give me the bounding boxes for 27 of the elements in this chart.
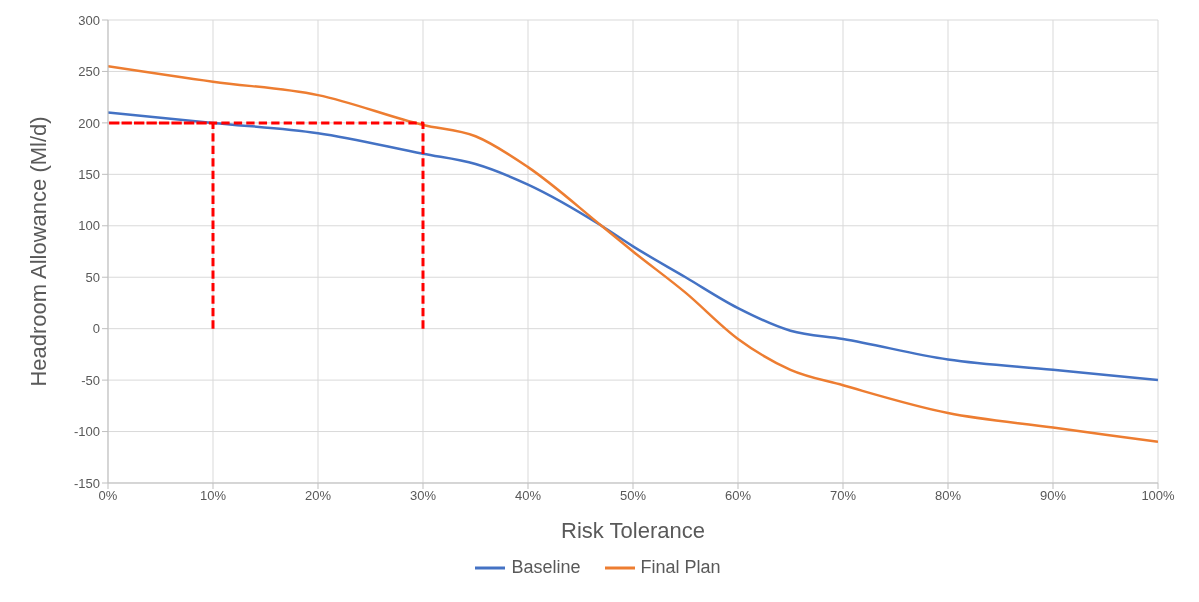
x-tick-label: 70% bbox=[829, 488, 857, 504]
y-tick-label: -150 bbox=[73, 475, 100, 491]
x-tick-label: 20% bbox=[304, 488, 332, 504]
y-tick-label: 200 bbox=[78, 115, 100, 131]
y-tick-label: 150 bbox=[78, 166, 100, 182]
legend-label: Baseline bbox=[511, 557, 581, 578]
line-series bbox=[108, 65, 1158, 444]
x-tick-label: 30% bbox=[409, 488, 437, 504]
y-tick-label: 50 bbox=[85, 269, 100, 285]
y-tick-label: -50 bbox=[81, 372, 100, 388]
x-tick-label: 100% bbox=[1141, 488, 1176, 504]
x-tick-label: 90% bbox=[1039, 488, 1067, 504]
y-tick-label: 100 bbox=[78, 218, 100, 234]
line-series bbox=[108, 111, 1158, 382]
x-tick-label: 50% bbox=[619, 488, 647, 504]
x-tick-label: 0% bbox=[98, 488, 118, 504]
y-tick-label: 250 bbox=[78, 64, 100, 80]
y-tick-label: -100 bbox=[73, 424, 100, 440]
x-tick-label: 10% bbox=[199, 488, 227, 504]
x-tick-label: 60% bbox=[724, 488, 752, 504]
y-tick-label: 0 bbox=[92, 321, 100, 337]
x-tick-label: 80% bbox=[934, 488, 962, 504]
y-tick-label: 300 bbox=[78, 12, 100, 28]
y-axis-title: Headroom Allowance (Ml/d) bbox=[25, 116, 51, 387]
x-axis-title: Risk Tolerance bbox=[561, 518, 705, 543]
legend-label: Final Plan bbox=[640, 557, 721, 578]
x-tick-label: 40% bbox=[514, 488, 542, 504]
